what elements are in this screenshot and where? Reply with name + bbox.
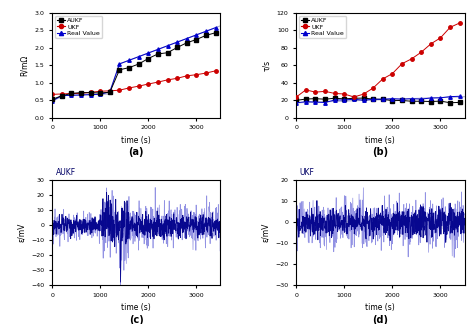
Text: (a): (a) [128,147,144,157]
Text: (d): (d) [373,315,388,324]
Legend: AUKF, UKF, Real Value: AUKF, UKF, Real Value [299,16,346,38]
X-axis label: time (s): time (s) [365,136,395,145]
Text: (b): (b) [372,147,388,157]
X-axis label: time (s): time (s) [121,136,151,145]
Y-axis label: R/mΩ: R/mΩ [20,55,29,76]
Text: UKF: UKF [300,168,314,177]
X-axis label: time (s): time (s) [121,303,151,312]
Legend: AUKF, UKF, Real Value: AUKF, UKF, Real Value [55,16,102,38]
X-axis label: time (s): time (s) [365,303,395,312]
Text: AUKF: AUKF [55,168,76,177]
Y-axis label: ε/mV: ε/mV [261,223,270,242]
Y-axis label: ε/mV: ε/mV [17,223,26,242]
Text: (c): (c) [129,315,144,324]
Y-axis label: τ/s: τ/s [262,60,271,71]
